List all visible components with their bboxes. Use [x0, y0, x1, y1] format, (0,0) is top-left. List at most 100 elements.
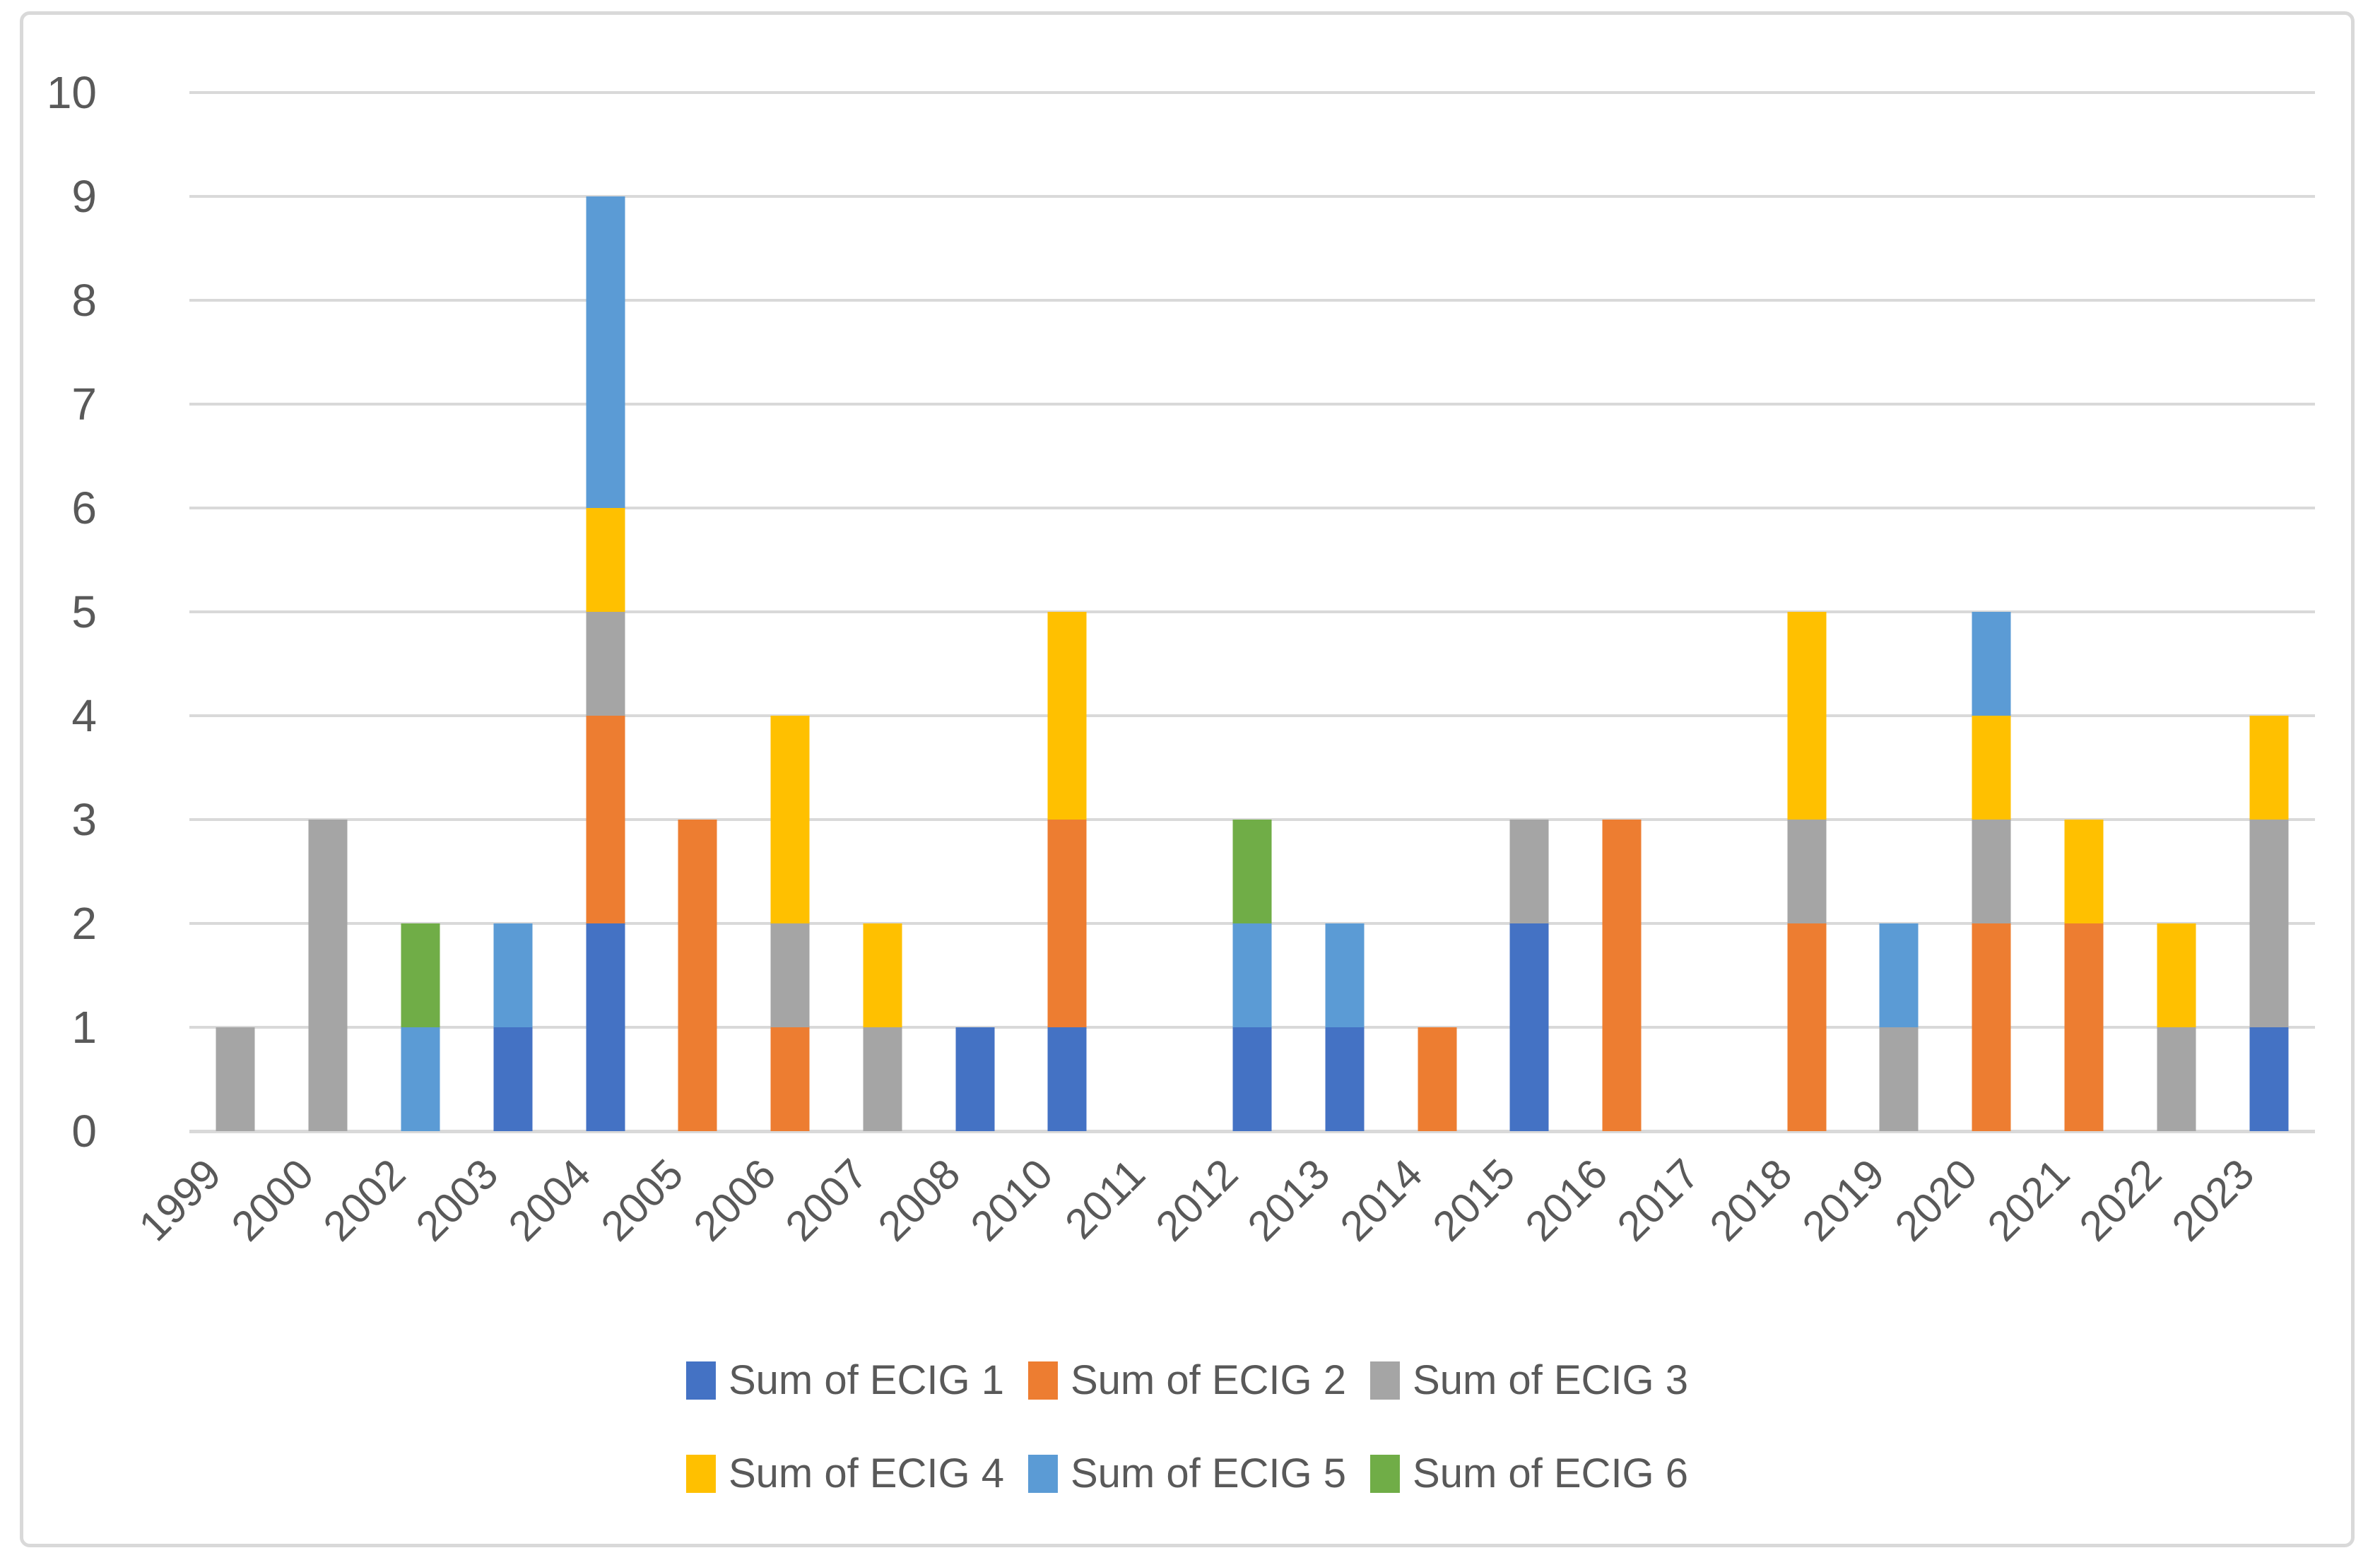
x-axis-label: 2000 [222, 1150, 323, 1251]
bar-segment [1787, 612, 1827, 820]
bar-segment [1787, 923, 1827, 1131]
gridline-8 [189, 299, 2315, 302]
stacked-bar-2007 [863, 923, 902, 1131]
bar-segment [863, 923, 902, 1027]
gridline-10 [189, 91, 2315, 94]
y-axis-label: 2 [71, 898, 97, 949]
bar-segment [2157, 1027, 2196, 1131]
bar-segment [586, 508, 625, 612]
category-slot-2010 [1021, 93, 1114, 1131]
x-axis-label: 2016 [1516, 1150, 1617, 1251]
bar-segment [2064, 923, 2104, 1131]
gridline-9 [189, 195, 2315, 198]
x-axis-label: 2010 [961, 1150, 1062, 1251]
x-axis-label: 2011 [1056, 1150, 1155, 1248]
bar-segment [1509, 820, 1549, 923]
category-slot-2020 [1945, 93, 2038, 1131]
category-slot-2006 [744, 93, 837, 1131]
y-axis-label: 8 [71, 275, 97, 326]
bar-segment [770, 716, 810, 923]
category-slot-2008 [929, 93, 1021, 1131]
x-axis-label: 2006 [684, 1150, 785, 1251]
bar-segment [1325, 1027, 1365, 1131]
category-slot-2011 [1114, 93, 1206, 1131]
bar-segment [1879, 923, 1919, 1027]
legend-swatch-icon [1027, 1455, 1058, 1493]
category-slot-2007 [836, 93, 929, 1131]
bar-segment [2157, 923, 2196, 1027]
category-slot-2002 [375, 93, 467, 1131]
legend-swatch-icon [685, 1455, 716, 1493]
category-slot-2004 [559, 93, 652, 1131]
category-slot-2014 [1391, 93, 1483, 1131]
x-axis-label: 2012 [1146, 1150, 1247, 1251]
bar-segment [2064, 820, 2104, 923]
category-slot-2018 [1760, 93, 1853, 1131]
category-slot-2023 [2222, 93, 2315, 1131]
legend-label: Sum of ECIG 6 [1413, 1450, 1689, 1496]
category-slot-2021 [2038, 93, 2131, 1131]
bar-segment [1418, 1027, 1457, 1131]
stacked-bar-2005 [678, 820, 717, 1131]
bar-segment [1047, 1027, 1087, 1131]
gridline-5 [189, 610, 2315, 613]
y-axis-label: 6 [71, 483, 97, 533]
x-axis-label: 2017 [1608, 1150, 1709, 1251]
x-axis-label: 2014 [1331, 1150, 1432, 1251]
bar-segment [308, 820, 348, 1131]
bar-segment [1232, 1027, 1272, 1131]
y-axis-label: 9 [71, 171, 97, 222]
stacked-bar-2013 [1325, 923, 1365, 1131]
bar-segment [2249, 820, 2289, 1027]
legend-label: Sum of ECIG 3 [1413, 1357, 1689, 1403]
stacked-bar-2010 [1047, 612, 1087, 1131]
category-slot-1999 [189, 93, 282, 1131]
legend-item: Sum of ECIG 3 [1370, 1357, 1688, 1404]
x-axis-label: 2002 [314, 1150, 415, 1251]
bar-segment [493, 1027, 533, 1131]
bar-segment [401, 923, 440, 1027]
stacked-bar-2023 [2249, 716, 2289, 1131]
bar-segment [1972, 820, 2011, 923]
bars-group [189, 93, 2315, 1131]
x-axis-label: 2007 [777, 1150, 877, 1251]
legend-row-1: Sum of ECIG 1 Sum of ECIG 2 Sum of ECIG 3 [685, 1357, 1688, 1404]
x-axis-label: 2021 [1978, 1150, 2079, 1251]
x-axis-label: 2008 [868, 1150, 970, 1251]
bar-segment [216, 1027, 255, 1131]
legend-swatch-icon [685, 1361, 716, 1400]
legend-item: Sum of ECIG 2 [1027, 1357, 1346, 1404]
legend-item: Sum of ECIG 1 [685, 1357, 1004, 1404]
y-axis-label: 5 [71, 586, 97, 637]
stacked-bar-2002 [401, 923, 440, 1131]
stacked-bar-2022 [2157, 923, 2196, 1131]
bar-segment [1879, 1027, 1919, 1131]
legend-swatch-icon [1370, 1361, 1401, 1400]
legend-item: Sum of ECIG 5 [1027, 1450, 1346, 1497]
bar-segment [1047, 820, 1087, 1027]
x-axis-label: 2005 [591, 1150, 693, 1251]
category-slot-2000 [282, 93, 375, 1131]
gridline-0 [189, 1130, 2315, 1133]
x-axis-label: 2019 [1793, 1150, 1894, 1251]
legend-row-2: Sum of ECIG 4 Sum of ECIG 5 Sum of ECIG 6 [685, 1450, 1689, 1497]
x-axis-label: 2013 [1238, 1150, 1339, 1251]
legend-label: Sum of ECIG 4 [728, 1450, 1004, 1496]
plot-area [189, 91, 2315, 1133]
category-slot-2012 [1206, 93, 1299, 1131]
gridline-6 [189, 507, 2315, 509]
y-axis-label: 7 [71, 379, 97, 430]
stacked-bar-2014 [1418, 1027, 1457, 1131]
y-axis-label: 4 [71, 690, 97, 741]
legend-label: Sum of ECIG 1 [728, 1357, 1004, 1403]
gridline-4 [189, 714, 2315, 717]
category-slot-2013 [1298, 93, 1391, 1131]
y-axis-label: 0 [71, 1106, 97, 1157]
stacked-bar-2006 [770, 716, 810, 1131]
bar-segment [1325, 923, 1365, 1027]
legend-swatch-icon [1370, 1455, 1401, 1493]
bar-segment [678, 820, 717, 1131]
category-slot-2015 [1483, 93, 1576, 1131]
bar-segment [586, 612, 625, 716]
x-axis-label: 2015 [1423, 1150, 1524, 1251]
